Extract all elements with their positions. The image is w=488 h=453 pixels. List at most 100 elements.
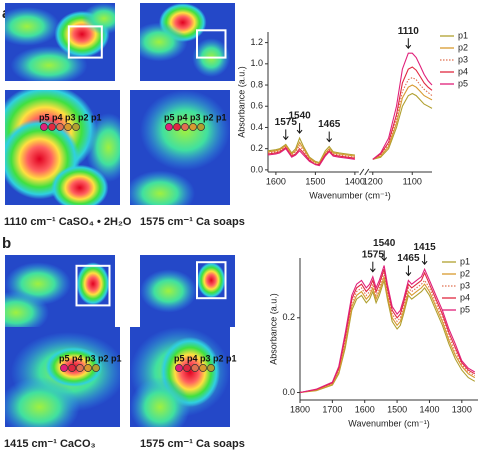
axis-break xyxy=(359,168,365,176)
y-tick-label: 1.0 xyxy=(250,58,263,68)
images: p5 p4 p3 p2 p1 p5 p4 p3 p2 p1 p5 p4 p3 p2 … xyxy=(5,3,237,427)
heat-blob xyxy=(130,170,195,205)
annotation-arrowhead xyxy=(296,129,303,134)
point-marker xyxy=(199,364,207,372)
spectrum-line xyxy=(299,276,476,394)
heatmap xyxy=(5,327,120,427)
image-caption: 1110 cm⁻¹ CaSO₄ • 2H₂O xyxy=(4,216,132,228)
y-tick-label: 0.4 xyxy=(250,122,263,132)
point-labels: p5 p4 p3 p2 p1 xyxy=(164,112,227,122)
x-tick-label: 1800 xyxy=(290,404,310,414)
heat-blob xyxy=(140,269,197,313)
y-tick-label: 0.6 xyxy=(250,101,263,111)
spectrum-line xyxy=(299,269,476,394)
annotation-arrowhead xyxy=(282,136,289,141)
x-tick-label: 1100 xyxy=(403,176,422,186)
panel-label: b xyxy=(2,235,11,252)
point-marker xyxy=(84,364,92,372)
chart: 0.0 0.2 1800 1700 1600 1500 1400 1300 Wavenumber… xyxy=(268,238,478,428)
spectrum-line xyxy=(299,280,476,394)
point-marker xyxy=(64,123,72,131)
roi-box xyxy=(196,29,227,59)
point-marker xyxy=(189,123,197,131)
legend-label: p1 xyxy=(460,256,470,266)
legend-label: p5 xyxy=(458,78,468,88)
y-tick-label: 0.2 xyxy=(282,312,295,322)
point-marker xyxy=(60,364,68,372)
image-caption: 1415 cm⁻¹ CaCO₃ xyxy=(4,438,96,450)
y-tick-label: 0.2 xyxy=(250,143,263,153)
legend-label: p1 xyxy=(458,30,468,40)
annotation-label: 1575 xyxy=(362,249,385,260)
annotation-label: 1575 xyxy=(275,117,298,128)
roi-box xyxy=(75,264,111,307)
heat-blob xyxy=(82,3,115,35)
point-marker xyxy=(40,123,48,131)
point-marker xyxy=(191,364,199,372)
heat-blob xyxy=(5,377,80,427)
annotation-arrowhead xyxy=(381,257,388,262)
spectrum-line xyxy=(299,265,476,394)
spectrum-line xyxy=(267,76,433,165)
heatmap xyxy=(130,90,230,205)
legend-label: p4 xyxy=(458,66,468,76)
point-marker xyxy=(76,364,84,372)
annotation-label: 1110 xyxy=(398,26,420,37)
annotation-arrowhead xyxy=(421,260,428,265)
heat-blob xyxy=(140,22,188,62)
x-tick-label: 1400 xyxy=(345,176,365,186)
point-marker xyxy=(175,364,183,372)
annotation-arrowhead xyxy=(326,138,333,143)
heatmap xyxy=(5,255,115,327)
legend-label: p5 xyxy=(460,304,470,314)
x-axis-label: Wavenumber (cm⁻¹) xyxy=(309,190,390,200)
x-tick-label: 1500 xyxy=(387,404,407,414)
annotation-label: 1465 xyxy=(397,253,420,264)
point-marker xyxy=(56,123,64,131)
y-tick-label: 1.2 xyxy=(250,37,263,47)
heatmap xyxy=(140,3,235,81)
image-caption: 1575 cm⁻¹ Ca soaps xyxy=(140,438,245,450)
annotation-label: 1415 xyxy=(413,242,436,253)
point-marker xyxy=(72,123,80,131)
point-marker xyxy=(173,123,181,131)
heat-blob xyxy=(76,262,110,306)
heatmap xyxy=(130,327,230,427)
roi-box xyxy=(196,261,227,300)
legend-label: p4 xyxy=(460,292,470,302)
annotation-label: 1540 xyxy=(373,238,396,249)
point-marker xyxy=(165,123,173,131)
point-marker xyxy=(92,364,100,372)
spectrum-line xyxy=(267,66,433,166)
annotation-arrowhead xyxy=(369,268,376,273)
point-marker xyxy=(207,364,215,372)
x-tick-label: 1600 xyxy=(266,176,286,186)
image-caption: 1575 cm⁻¹ Ca soaps xyxy=(140,216,245,228)
legend-label: p2 xyxy=(458,42,468,52)
point-labels: p5 p4 p3 p2 p1 xyxy=(39,112,102,122)
x-tick-label: 1200 xyxy=(363,176,383,186)
x-tick-label: 1600 xyxy=(355,404,375,414)
heatmap xyxy=(140,255,235,327)
annotation-label: 1465 xyxy=(318,119,341,130)
spectrum-line xyxy=(267,52,433,167)
spectrum-line xyxy=(267,84,433,165)
point-labels: p5 p4 p3 p2 p1 xyxy=(174,353,237,363)
heat-blob xyxy=(51,164,109,205)
point-marker xyxy=(68,364,76,372)
axis-break xyxy=(364,168,370,176)
annotation-arrowhead xyxy=(405,272,412,277)
y-tick-label: 0.8 xyxy=(250,79,263,89)
annotation-label: 1540 xyxy=(288,111,311,122)
legend-label: p3 xyxy=(460,280,470,290)
point-marker xyxy=(197,123,205,131)
heatmap xyxy=(5,90,120,205)
heat-blob xyxy=(197,262,226,299)
heat-blob xyxy=(5,6,60,46)
point-marker xyxy=(48,123,56,131)
heat-blob xyxy=(85,113,120,182)
roi-box xyxy=(67,25,103,59)
x-tick-label: 1700 xyxy=(322,404,342,414)
